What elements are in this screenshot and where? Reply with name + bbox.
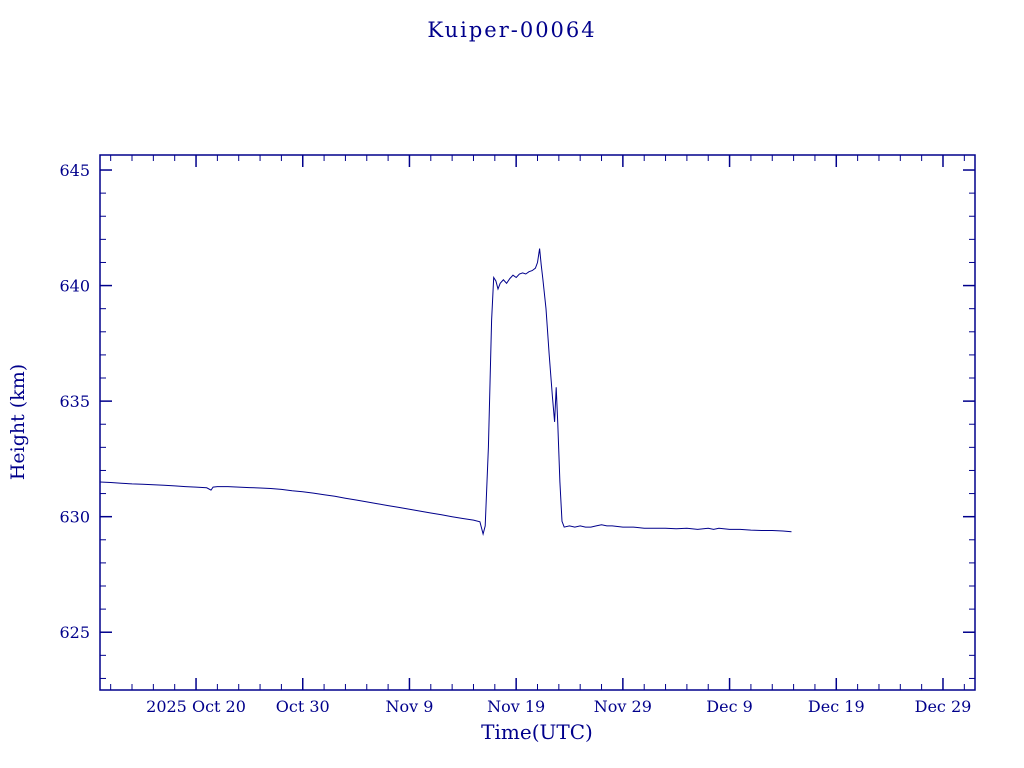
y-tick-label: 645 [59, 161, 90, 180]
x-tick-label: Dec 29 [915, 697, 972, 716]
data-line [99, 248, 792, 536]
y-axis-label: Height (km) [7, 363, 29, 481]
x-tick-label: Oct 30 [276, 697, 330, 716]
axis-box [99, 154, 976, 691]
x-tick-label: Dec 19 [808, 697, 865, 716]
y-tick-label: 630 [59, 508, 90, 527]
x-tick-label: Nov 19 [487, 697, 545, 716]
x-tick-label: Nov 29 [594, 697, 652, 716]
x-tick-label: 2025 Oct 20 [146, 697, 246, 716]
x-tick-label: Dec 9 [706, 697, 753, 716]
y-tick-label: 640 [59, 277, 90, 296]
x-axis-label: Time(UTC) [481, 720, 593, 744]
chart-title: Kuiper-00064 [427, 18, 597, 42]
y-tick-label: 635 [59, 392, 90, 411]
y-tick-label: 625 [59, 623, 90, 642]
x-tick-label: Nov 9 [385, 697, 433, 716]
